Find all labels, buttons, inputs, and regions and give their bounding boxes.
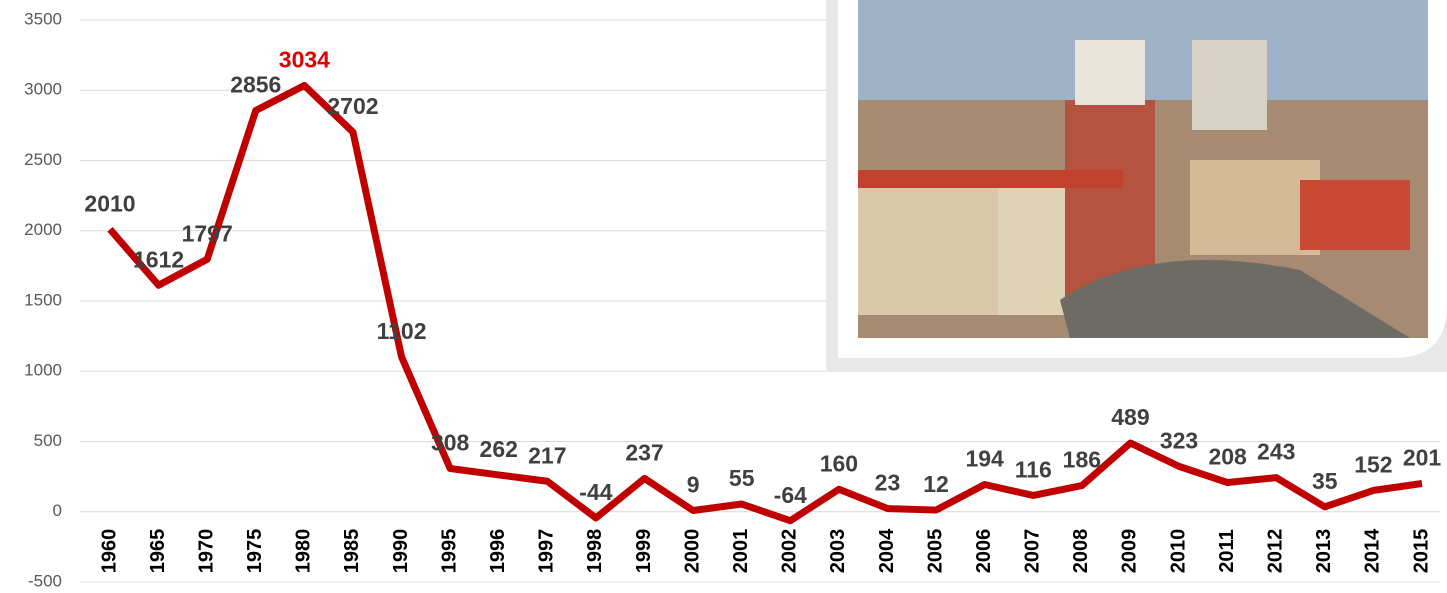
data-label: 23 — [875, 470, 901, 496]
x-tick-label: 2002 — [779, 529, 801, 574]
x-tick-label: 1997 — [536, 529, 558, 574]
x-tick-label: 2008 — [1070, 529, 1092, 574]
y-tick-label: 500 — [34, 431, 62, 450]
x-tick-label: 2007 — [1022, 529, 1044, 574]
x-tick-label: 2005 — [924, 529, 946, 574]
x-tick-label: 1965 — [147, 529, 169, 574]
y-tick-label: 1500 — [24, 290, 62, 309]
data-label: 1102 — [377, 318, 427, 344]
x-tick-label: 2011 — [1216, 529, 1238, 572]
x-tick-label: 2014 — [1362, 528, 1384, 573]
photo-roof — [1300, 180, 1410, 250]
data-label: 208 — [1208, 444, 1247, 470]
data-label: 186 — [1063, 447, 1101, 473]
data-label: -64 — [774, 482, 807, 508]
data-label: 2702 — [327, 93, 378, 119]
data-label: 12 — [923, 471, 949, 497]
data-label: 55 — [729, 465, 755, 491]
x-tick-label: 1970 — [195, 529, 217, 574]
x-tick-label: 1996 — [487, 529, 509, 574]
x-tick-label: 1999 — [633, 529, 655, 574]
y-tick-label: 2500 — [24, 150, 62, 169]
x-tick-label: 2009 — [1119, 529, 1141, 574]
chart: -500 0 500 1000 1500 2000 2500 3000 3500 1960 1965… — [0, 0, 1447, 593]
x-tick-label: 2003 — [827, 529, 849, 574]
data-label: 194 — [965, 446, 1004, 472]
y-tick-label: -500 — [28, 571, 62, 590]
data-label: 2856 — [230, 72, 281, 98]
data-label: 2010 — [84, 190, 135, 216]
data-label: 237 — [625, 440, 663, 466]
x-tick-label: 2004 — [876, 528, 898, 573]
data-label: 217 — [528, 442, 566, 468]
data-label: 9 — [687, 472, 700, 498]
x-tick-label: 2013 — [1313, 529, 1335, 574]
x-tick-label: 1975 — [244, 529, 266, 574]
y-tick-label: 0 — [53, 501, 62, 520]
x-tick-label: 1985 — [341, 529, 363, 574]
photo-tower — [1075, 40, 1145, 105]
data-label: -44 — [579, 479, 612, 505]
x-tick-label: 2006 — [973, 529, 995, 574]
x-tick-label: 1960 — [98, 529, 120, 574]
x-tick-label: 2015 — [1410, 529, 1432, 574]
x-tick-label: 1990 — [390, 529, 412, 574]
data-label: 1612 — [133, 246, 184, 272]
y-tick-label: 2000 — [24, 220, 62, 239]
y-tick-label: 3000 — [24, 80, 62, 99]
data-label: 3034 — [279, 47, 330, 73]
x-tick-label: 1980 — [293, 529, 315, 574]
data-label: 243 — [1257, 439, 1295, 465]
data-label: 152 — [1354, 451, 1392, 477]
photo-roof — [858, 170, 1123, 188]
photo-inset — [826, 0, 1447, 372]
data-label: 116 — [1015, 457, 1052, 483]
data-label: 1797 — [182, 220, 233, 246]
x-tick-label: 2000 — [681, 529, 703, 574]
photo-building — [858, 175, 998, 315]
data-label: 308 — [431, 430, 470, 456]
data-label: 35 — [1312, 468, 1338, 494]
x-tick-label: 2012 — [1265, 529, 1287, 574]
data-label: 489 — [1111, 404, 1149, 430]
y-tick-label: 3500 — [24, 9, 62, 28]
data-label: 262 — [480, 436, 518, 462]
data-label: 201 — [1403, 445, 1442, 471]
y-tick-label: 1000 — [24, 361, 62, 380]
x-tick-label: 1995 — [438, 529, 460, 574]
x-tick-label: 2010 — [1167, 529, 1189, 574]
x-tick-label: 1998 — [584, 529, 606, 574]
data-label: 160 — [820, 450, 858, 476]
photo-castle — [1192, 40, 1267, 130]
data-label: 323 — [1160, 427, 1198, 453]
x-tick-label: 2001 — [730, 529, 752, 574]
